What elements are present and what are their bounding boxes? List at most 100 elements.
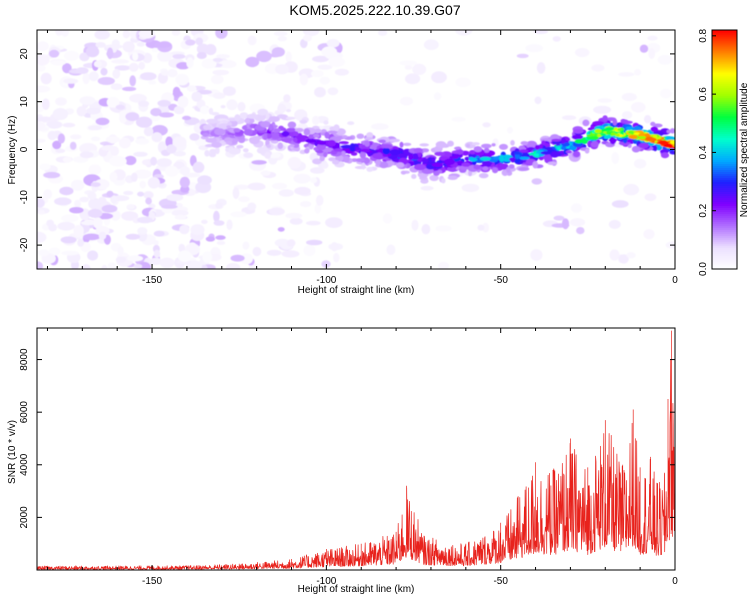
spectrogram-cell	[203, 124, 211, 130]
spectrogram-cell	[421, 224, 431, 235]
spectrogram-cell	[593, 105, 612, 114]
spectrogram-cell	[669, 128, 675, 134]
spectrogram-cell	[263, 133, 268, 141]
spectrogram-cell	[208, 107, 214, 115]
spectrogram-cell	[247, 182, 266, 191]
spectrogram-cell	[216, 240, 226, 245]
spectrogram-cell	[192, 161, 205, 173]
spectrogram-cell	[293, 173, 311, 184]
spectrogram-cell	[614, 133, 620, 137]
spectrogram-cell	[355, 158, 365, 163]
spectrogram-cell	[129, 62, 139, 72]
spectrogram-cell	[303, 244, 316, 257]
spectrogram-cell	[106, 190, 114, 198]
colorbar-stripe	[712, 179, 737, 182]
spectrogram-cell	[643, 229, 655, 240]
spectrogram-cell	[79, 151, 94, 159]
spectrogram-cell	[314, 87, 326, 98]
spectrogram-cell	[115, 256, 126, 264]
spectrogram-cell	[347, 121, 355, 126]
spectrogram-cell	[143, 191, 154, 199]
spectrogram-cell	[135, 116, 153, 128]
spectrogram-cell	[179, 224, 190, 235]
spectrogram-cell	[359, 151, 367, 159]
spectrogram-cell	[447, 175, 458, 180]
spectrogram-cell	[264, 151, 271, 159]
spectrogram-cell	[174, 214, 187, 220]
spectrogram-cell	[299, 201, 312, 208]
spectrogram-cell	[547, 161, 558, 166]
colorbar-frame	[711, 29, 738, 270]
colorbar-stripe	[712, 209, 737, 212]
spectrogram-cell	[37, 116, 51, 122]
spectrogram-cell	[206, 118, 219, 124]
spectrogram-cell	[182, 115, 192, 121]
colorbar-stripe	[712, 87, 737, 91]
spectrogram-cell	[531, 178, 543, 185]
spectrogram-cell	[37, 64, 46, 72]
spectrogram-cell	[81, 264, 91, 269]
colorbar-stripe	[712, 159, 737, 163]
colorbar-stripe	[712, 197, 737, 200]
spectrogram-cell	[285, 116, 296, 120]
spectrogram-cell	[576, 227, 585, 235]
spectrogram-cell	[95, 117, 110, 126]
colorbar-stripe	[712, 259, 737, 262]
spectrogram-cell	[150, 108, 162, 117]
spectrogram-cell	[185, 39, 196, 46]
colorbar-stripe	[712, 165, 737, 169]
colorbar-tick-label: 0.0	[698, 262, 709, 276]
spectrogram-cell	[540, 151, 552, 155]
spectrogram-cell	[333, 124, 340, 132]
spectrogram-cell	[299, 73, 309, 86]
spectrogram-cell	[312, 55, 329, 63]
spectrogram-cell	[609, 137, 617, 145]
colorbar-stripe	[712, 219, 737, 222]
spectrogram-cell	[473, 146, 483, 153]
spectrogram-cell	[196, 52, 207, 59]
spectrogram-cell	[148, 80, 157, 85]
spectrogram-cell	[327, 139, 336, 147]
spectrogram-cell	[435, 141, 447, 149]
spectrogram-cell	[225, 141, 233, 145]
x-tick-label: -50	[493, 576, 508, 587]
spectrogram-cell	[479, 156, 492, 161]
colorbar-stripe	[712, 41, 737, 45]
colorbar-stripe	[712, 47, 737, 51]
spectrogram-cell	[210, 112, 220, 116]
spectrogram-cell	[628, 134, 638, 140]
spectrogram-cell	[86, 107, 101, 115]
spectrogram-cell	[160, 70, 170, 76]
spectrogram-cell	[202, 251, 213, 263]
colorbar-stripe	[712, 101, 737, 105]
spectrogram-cell	[604, 126, 615, 131]
spectrogram-cell	[148, 203, 156, 209]
spectrogram-cell	[55, 30, 63, 36]
spectrogram-cell	[405, 73, 421, 85]
spectrogram-cell	[514, 151, 522, 155]
spectrogram-cell	[283, 94, 291, 103]
spectrogram-cell	[62, 122, 76, 128]
spectrogram-cell	[491, 143, 496, 147]
colorbar-stripe	[712, 265, 737, 268]
spectrogram-cell	[610, 132, 616, 136]
spectrogram-cell	[247, 202, 257, 211]
spectrogram-cell	[110, 83, 123, 90]
colorbar-stripe	[712, 181, 737, 184]
colorbar-stripe	[712, 91, 737, 95]
spectrogram-cell	[657, 54, 673, 65]
colorbar-stripe	[712, 193, 737, 196]
spectrogram-cell	[626, 252, 636, 259]
spectrogram-cell	[178, 243, 186, 253]
spectrogram-cell	[412, 63, 427, 75]
spectrogram-cell	[447, 166, 459, 172]
spectrogram-cell	[591, 64, 605, 72]
spectrogram-cell	[195, 37, 204, 46]
colorbar-stripe	[712, 115, 737, 119]
spectrogram-cell	[356, 133, 365, 139]
spectrogram-cell	[431, 71, 447, 84]
colorbar-stripe	[712, 223, 737, 226]
x-tick-label: 0	[672, 576, 678, 587]
spectrogram-cell	[243, 129, 253, 136]
spectrogram-cell	[88, 197, 101, 210]
